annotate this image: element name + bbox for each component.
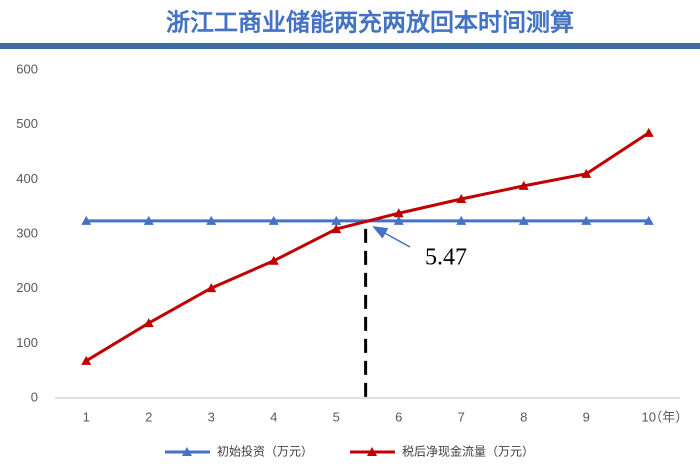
point-marker <box>331 224 342 234</box>
point-marker <box>393 208 404 218</box>
legend-marker <box>182 447 192 456</box>
point-marker <box>393 215 404 225</box>
legend-label: 税后净现金流量（万元） <box>402 444 534 459</box>
point-marker <box>143 215 154 225</box>
point-marker <box>268 255 279 265</box>
y-tick-label: 500 <box>16 116 38 131</box>
point-marker <box>456 194 467 204</box>
legend-marker <box>367 447 377 456</box>
point-marker <box>643 127 654 137</box>
point-marker <box>81 355 92 365</box>
x-tick-label: 6 <box>395 409 402 424</box>
x-tick-label: 3 <box>208 409 215 424</box>
point-marker <box>81 215 92 225</box>
x-tick-label: 2 <box>145 409 152 424</box>
point-marker <box>456 215 467 225</box>
x-tick-label: 5 <box>333 409 340 424</box>
point-marker <box>581 168 592 178</box>
annotation-arrow <box>372 226 411 248</box>
title-bar <box>0 43 700 49</box>
point-marker <box>268 215 279 225</box>
chart-title: 浙江工商业储能两充两放回本时间测算 <box>166 8 574 37</box>
point-marker <box>518 180 529 190</box>
point-marker <box>331 215 342 225</box>
y-tick-label: 400 <box>16 171 38 186</box>
point-marker <box>518 215 529 225</box>
x-tick-label: 9 <box>583 409 590 424</box>
y-tick-label: 200 <box>16 280 38 295</box>
x-tick-label: 10 <box>642 409 656 424</box>
x-tick-label: 1 <box>83 409 90 424</box>
point-marker <box>206 283 217 293</box>
point-marker <box>581 215 592 225</box>
point-marker <box>143 318 154 328</box>
y-tick-label: 100 <box>16 335 38 350</box>
annotation-label: 5.47 <box>425 245 467 271</box>
x-tick-label: 7 <box>458 409 465 424</box>
x-tick-label: 4 <box>270 409 277 424</box>
point-marker <box>643 215 654 225</box>
y-tick-label: 600 <box>16 61 38 76</box>
x-unit-label: （年） <box>649 409 688 424</box>
y-tick-label: 0 <box>31 389 38 404</box>
x-tick-label: 8 <box>520 409 527 424</box>
point-marker <box>206 215 217 225</box>
series-line <box>85 131 650 363</box>
y-tick-label: 300 <box>16 225 38 240</box>
legend-label: 初始投资（万元） <box>217 444 313 459</box>
